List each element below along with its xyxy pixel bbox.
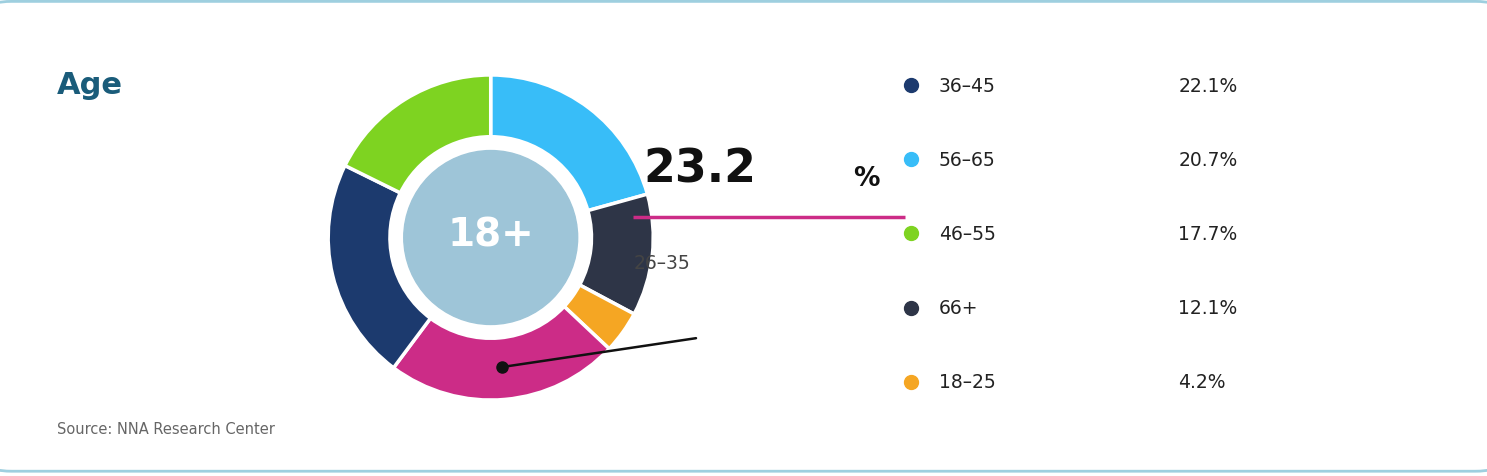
Text: 66+: 66+ <box>938 298 978 317</box>
Text: 17.7%: 17.7% <box>1178 225 1237 244</box>
Wedge shape <box>394 307 610 400</box>
Circle shape <box>404 151 577 325</box>
Text: Age: Age <box>57 71 122 100</box>
Text: 56–65: 56–65 <box>938 150 996 169</box>
Wedge shape <box>580 195 653 314</box>
Text: 4.2%: 4.2% <box>1178 372 1225 391</box>
Wedge shape <box>329 166 430 368</box>
Wedge shape <box>491 76 647 211</box>
Text: 18–25: 18–25 <box>938 372 996 391</box>
Circle shape <box>393 141 589 335</box>
Text: 20.7%: 20.7% <box>1178 150 1237 169</box>
Text: Source: NNA Research Center: Source: NNA Research Center <box>57 421 275 436</box>
Text: 36–45: 36–45 <box>938 77 996 96</box>
Text: 12.1%: 12.1% <box>1178 298 1237 317</box>
Text: %: % <box>852 166 879 192</box>
Wedge shape <box>345 76 491 193</box>
Text: 18+: 18+ <box>448 216 534 254</box>
Text: 26–35: 26–35 <box>633 254 690 273</box>
Wedge shape <box>564 285 633 349</box>
Text: 23.2: 23.2 <box>644 147 757 192</box>
Text: 46–55: 46–55 <box>938 225 996 244</box>
Text: 22.1%: 22.1% <box>1178 77 1237 96</box>
